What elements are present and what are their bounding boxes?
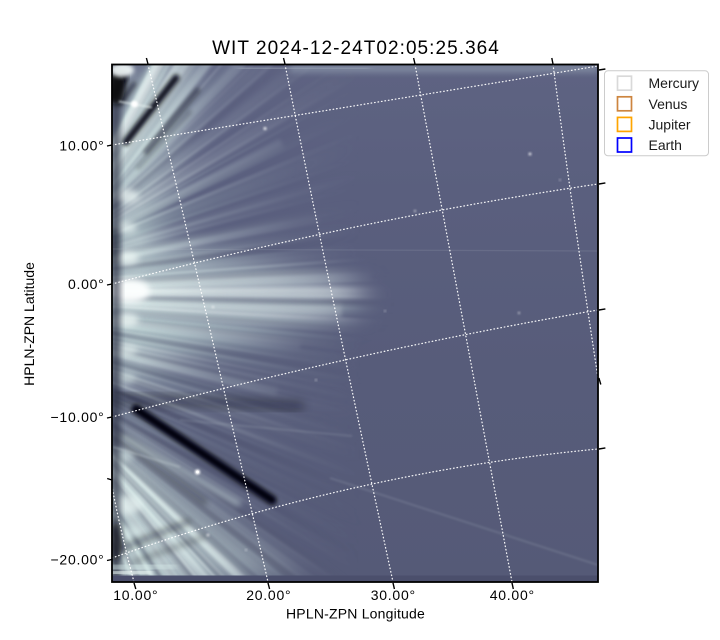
svg-text:Jupiter: Jupiter: [649, 116, 691, 132]
svg-text:HPLN-ZPN Longitude: HPLN-ZPN Longitude: [286, 606, 425, 622]
svg-text:10.00°: 10.00°: [113, 587, 158, 603]
svg-text:Earth: Earth: [649, 137, 682, 153]
svg-text:30.00°: 30.00°: [371, 587, 416, 603]
svg-text:−10.00°: −10.00°: [51, 409, 105, 425]
svg-text:Venus: Venus: [649, 96, 688, 112]
svg-text:WIT 2024-12-24T02:05:25.364: WIT 2024-12-24T02:05:25.364: [212, 38, 500, 59]
svg-text:0.00°: 0.00°: [68, 276, 105, 292]
svg-text:10.00°: 10.00°: [59, 137, 104, 153]
svg-text:−20.00°: −20.00°: [51, 551, 105, 567]
svg-text:40.00°: 40.00°: [490, 587, 535, 603]
svg-text:20.00°: 20.00°: [246, 587, 291, 603]
svg-text:Mercury: Mercury: [649, 75, 700, 91]
svg-text:HPLN-ZPN Latitude: HPLN-ZPN Latitude: [21, 262, 37, 386]
